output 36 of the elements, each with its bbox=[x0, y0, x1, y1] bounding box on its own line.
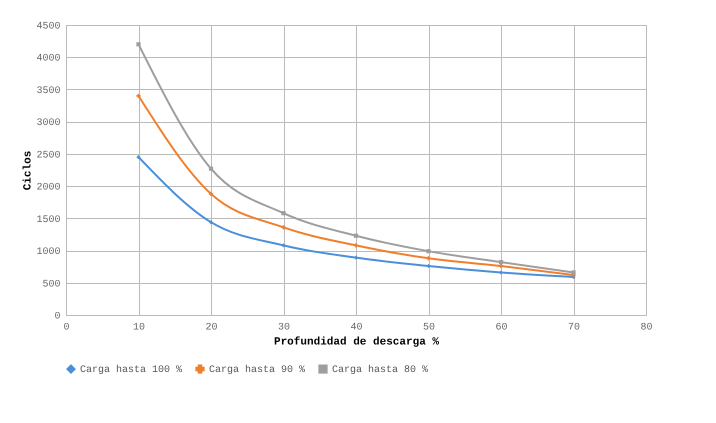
point bbox=[281, 225, 286, 230]
x-tick-label: 10 bbox=[132, 322, 146, 334]
y-tick-label: 0 bbox=[54, 312, 60, 322]
x-tick-label: 20 bbox=[205, 322, 218, 334]
point bbox=[354, 243, 358, 248]
point bbox=[136, 154, 141, 160]
y-tick-label: 2000 bbox=[36, 182, 60, 194]
y-tick-label: 2500 bbox=[36, 150, 60, 162]
y-tick-label: 1500 bbox=[36, 214, 60, 226]
x-tick-label: 50 bbox=[422, 322, 436, 334]
x-tick-label: 30 bbox=[278, 322, 290, 334]
point bbox=[208, 166, 214, 171]
point bbox=[498, 264, 504, 268]
x-tick-label: 80 bbox=[640, 322, 653, 334]
point bbox=[208, 192, 214, 196]
x-tick-label: 70 bbox=[568, 322, 580, 334]
y-axis-title: Ciclos bbox=[22, 150, 34, 190]
y-tick-label: 1000 bbox=[36, 247, 60, 258]
y-tick-label: 3500 bbox=[36, 86, 60, 97]
x-tick-label: 0 bbox=[63, 322, 70, 334]
legend-label: Carga hasta 80 % bbox=[332, 364, 428, 376]
legend-label: Carga hasta 100 % bbox=[80, 364, 182, 376]
x-axis-title: Profundidad de descarga % bbox=[274, 336, 440, 348]
y-tick-label: 500 bbox=[42, 279, 60, 290]
point bbox=[426, 249, 431, 254]
y-tick-label: 3000 bbox=[36, 118, 60, 130]
legend-label: Carga hasta 90 % bbox=[209, 364, 306, 376]
point bbox=[136, 94, 141, 98]
x-tick-label: 40 bbox=[350, 322, 363, 334]
y-tick-label: 4500 bbox=[36, 22, 60, 32]
x-tick-label: 60 bbox=[495, 322, 508, 334]
point bbox=[281, 211, 286, 216]
y-tick-label: 4000 bbox=[36, 54, 60, 65]
point bbox=[498, 260, 504, 264]
point bbox=[354, 234, 358, 238]
point bbox=[136, 42, 141, 46]
